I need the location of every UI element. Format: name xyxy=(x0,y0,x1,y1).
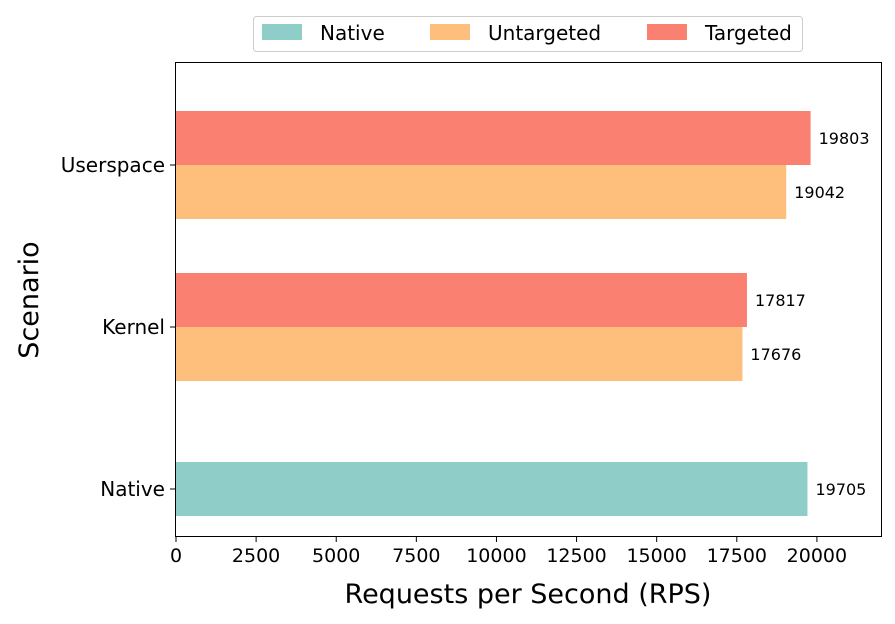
x-tick-label: 10000 xyxy=(466,545,526,567)
bar-native-native xyxy=(176,462,808,516)
y-axis-ticks: Native Kernel Userspace xyxy=(61,153,176,501)
legend-label-native: Native xyxy=(320,21,385,45)
x-tick-label: 2500 xyxy=(232,545,280,567)
plot-frame xyxy=(175,62,882,537)
bars xyxy=(176,111,811,516)
x-tick-label: 17500 xyxy=(707,545,767,567)
bar-userspace-targeted xyxy=(176,111,811,165)
legend-swatch-native xyxy=(262,24,302,40)
legend: Native Untargeted Targeted xyxy=(253,16,803,52)
data-label-kernel-untargeted: 17676 xyxy=(750,345,801,364)
legend-swatch-targeted xyxy=(647,24,687,40)
data-label-native-native: 19705 xyxy=(815,480,866,499)
y-tick-label-userspace: Userspace xyxy=(61,153,165,177)
data-labels: 19705 17676 17817 19042 19803 xyxy=(750,129,869,499)
bar-kernel-untargeted xyxy=(176,327,743,381)
legend-swatch-untargeted xyxy=(430,24,470,40)
legend-label-targeted: Targeted xyxy=(704,21,792,45)
bar-userspace-untargeted xyxy=(176,165,787,219)
x-tick-label: 12500 xyxy=(546,545,606,567)
data-label-userspace-untargeted: 19042 xyxy=(794,183,845,202)
x-tick-label: 20000 xyxy=(787,545,847,567)
y-tick-label-kernel: Kernel xyxy=(102,315,165,339)
legend-label-untargeted: Untargeted xyxy=(488,21,601,45)
data-label-userspace-targeted: 19803 xyxy=(819,129,870,148)
x-tick-label: 7500 xyxy=(392,545,440,567)
bar-kernel-targeted xyxy=(176,273,747,327)
y-axis-title: Scenario xyxy=(14,241,45,358)
x-axis-ticks: 0 2500 5000 7500 10000 12500 15000 17500 20000 xyxy=(170,536,847,567)
x-tick-label: 15000 xyxy=(626,545,686,567)
y-tick-label-native: Native xyxy=(100,477,165,501)
x-axis-title: Requests per Second (RPS) xyxy=(345,579,712,610)
x-tick-label: 5000 xyxy=(312,545,360,567)
data-label-kernel-targeted: 17817 xyxy=(755,291,806,310)
x-tick-label: 0 xyxy=(170,545,182,567)
